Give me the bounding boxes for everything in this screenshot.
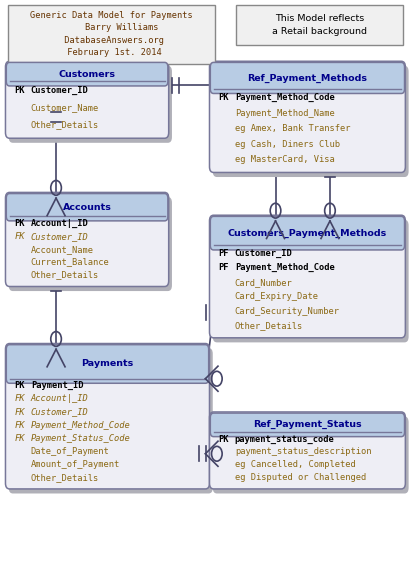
FancyBboxPatch shape [210, 215, 405, 338]
FancyBboxPatch shape [5, 193, 169, 286]
FancyBboxPatch shape [213, 417, 409, 493]
Text: PF: PF [219, 249, 229, 258]
Text: eg Cash, Diners Club: eg Cash, Diners Club [235, 140, 340, 148]
FancyBboxPatch shape [5, 344, 210, 489]
Text: PK: PK [14, 382, 25, 390]
Text: Payments: Payments [81, 359, 134, 368]
Text: Customer_ID: Customer_ID [235, 249, 293, 258]
Text: Current_Balance: Current_Balance [31, 258, 109, 266]
Text: FK: FK [14, 407, 25, 417]
FancyBboxPatch shape [210, 217, 404, 250]
Text: Customer_ID: Customer_ID [31, 86, 88, 95]
FancyBboxPatch shape [236, 5, 403, 45]
Text: PK: PK [219, 434, 229, 444]
FancyBboxPatch shape [213, 66, 409, 177]
Text: Amount_of_Payment: Amount_of_Payment [31, 460, 120, 469]
FancyBboxPatch shape [213, 220, 409, 343]
FancyBboxPatch shape [210, 62, 404, 93]
FancyBboxPatch shape [6, 194, 168, 221]
Text: Other_Details: Other_Details [31, 473, 99, 482]
Text: Customer_ID: Customer_ID [31, 232, 88, 241]
Text: Account|_ID: Account|_ID [31, 394, 88, 403]
Text: Customers_Payment_Methods: Customers_Payment_Methods [228, 229, 387, 238]
Text: PF: PF [219, 263, 229, 272]
Text: Ref_Payment_Status: Ref_Payment_Status [253, 420, 362, 429]
Text: FK: FK [14, 394, 25, 403]
FancyBboxPatch shape [210, 61, 405, 172]
Text: FK: FK [14, 232, 25, 241]
Text: eg MasterCard, Visa: eg MasterCard, Visa [235, 155, 335, 164]
Text: Other_Details: Other_Details [235, 321, 303, 330]
Text: Date_of_Payment: Date_of_Payment [31, 447, 109, 456]
Text: Account_Name: Account_Name [31, 245, 94, 254]
FancyBboxPatch shape [5, 61, 169, 138]
Text: FK: FK [14, 434, 25, 443]
Text: eg Disputed or Challenged: eg Disputed or Challenged [235, 473, 366, 482]
Text: Generic Data Model for Payments
    Barry Williams
 DatabaseAnswers.org
 Februar: Generic Data Model for Payments Barry Wi… [30, 11, 193, 57]
FancyBboxPatch shape [8, 5, 215, 64]
FancyBboxPatch shape [210, 412, 405, 489]
Text: Ref_Payment_Methods: Ref_Payment_Methods [247, 73, 367, 83]
Text: FK: FK [14, 421, 25, 430]
Text: PK: PK [219, 93, 229, 102]
FancyBboxPatch shape [210, 413, 404, 437]
Text: eg Cancelled, Completed: eg Cancelled, Completed [235, 460, 356, 469]
Text: Card_Expiry_Date: Card_Expiry_Date [235, 292, 319, 301]
FancyBboxPatch shape [6, 345, 209, 383]
FancyBboxPatch shape [6, 62, 168, 86]
Text: PK: PK [14, 219, 25, 228]
Text: Accounts: Accounts [62, 203, 111, 211]
Text: Payment_ID: Payment_ID [31, 382, 83, 390]
Text: Payment_Method_Code: Payment_Method_Code [31, 421, 131, 430]
Text: Other_Details: Other_Details [31, 120, 99, 129]
Text: Payment_Method_Code: Payment_Method_Code [235, 263, 335, 272]
Text: payment_status_code: payment_status_code [235, 434, 335, 444]
FancyBboxPatch shape [9, 66, 172, 143]
Text: eg Amex, Bank Transfer: eg Amex, Bank Transfer [235, 124, 350, 133]
Text: Account|_ID: Account|_ID [31, 219, 88, 228]
Text: PK: PK [14, 87, 25, 95]
FancyBboxPatch shape [9, 197, 172, 291]
Text: payment_status_description: payment_status_description [235, 448, 371, 457]
Text: Customer_ID: Customer_ID [31, 407, 88, 417]
Text: Card_Security_Number: Card_Security_Number [235, 307, 340, 316]
FancyBboxPatch shape [9, 348, 213, 493]
Text: Payment_Method_Code: Payment_Method_Code [235, 93, 335, 102]
Text: Payment_Status_Code: Payment_Status_Code [31, 434, 131, 443]
Text: This Model reflects
a Retail background: This Model reflects a Retail background [272, 14, 367, 36]
Text: Customers: Customers [59, 70, 115, 79]
Text: Customer_Name: Customer_Name [31, 103, 99, 112]
Text: Other_Details: Other_Details [31, 270, 99, 280]
Text: Payment_Method_Name: Payment_Method_Name [235, 108, 335, 117]
Text: Card_Number: Card_Number [235, 278, 293, 286]
